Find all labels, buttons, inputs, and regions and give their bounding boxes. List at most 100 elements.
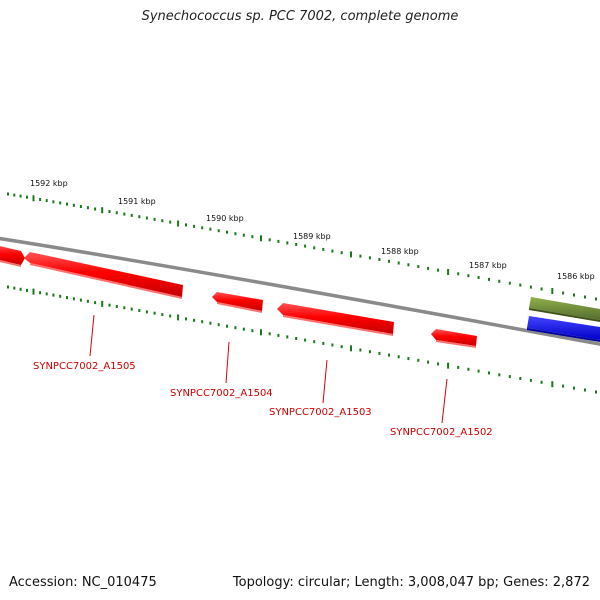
outer-minor-tick [59,201,62,205]
inner-minor-tick [115,305,118,308]
inner-major-tick [101,300,104,307]
leader-line-a1505 [89,314,95,357]
outer-minor-tick [378,258,381,261]
inner-minor-tick [417,358,420,362]
outer-minor-tick [573,293,575,297]
outer-minor-tick [13,193,16,197]
inner-minor-tick [39,291,42,295]
gene-arrow-left-fragment[interactable] [0,245,25,267]
outer-minor-tick [488,277,490,281]
scale-label-1587kbp: 1587 kbp [469,261,507,270]
outer-minor-tick [94,207,97,211]
inner-minor-tick [268,332,271,336]
inner-minor-tick [313,340,316,344]
inner-minor-tick [123,306,126,310]
inner-minor-tick [7,285,9,289]
inner-minor-tick [508,375,511,379]
inner-minor-tick [467,367,470,371]
inner-minor-tick [584,388,586,392]
inner-minor-tick [251,329,254,333]
outer-minor-tick [86,206,89,210]
outer-minor-tick [331,249,334,253]
inner-major-tick [551,381,554,388]
outer-scale-ticks [7,192,597,301]
outer-minor-tick [52,200,55,204]
inner-minor-tick [72,297,75,301]
gene-arrow-a1502[interactable] [431,329,477,348]
scale-label-1588kbp: 1588 kbp [381,247,419,256]
inner-minor-tick [529,378,532,382]
outer-minor-tick [185,223,187,227]
inner-minor-tick [234,326,237,330]
inner-minor-tick [130,307,133,311]
outer-minor-tick [242,233,245,237]
outer-minor-tick [508,281,511,285]
outer-minor-tick [313,246,316,250]
outer-minor-tick [359,254,362,258]
outer-major-tick [447,269,450,275]
outer-minor-tick [7,192,9,196]
blue-feature[interactable] [527,316,600,342]
inner-minor-tick [573,386,575,390]
outer-major-tick [32,195,35,202]
inner-minor-tick [407,357,410,361]
outer-minor-tick [138,215,141,219]
genome-backbone [0,236,600,346]
outer-minor-tick [427,266,430,270]
green-feature[interactable] [529,297,600,322]
outer-minor-tick [295,243,298,246]
outer-minor-tick [39,198,42,201]
inner-minor-tick [13,286,16,290]
inner-major-tick [447,362,450,369]
outer-minor-tick [322,247,325,251]
inner-minor-tick [169,314,172,318]
outer-minor-tick [467,274,470,278]
gene-label-a1504[interactable]: SYNPCC7002_A1504 [170,388,273,399]
outer-minor-tick [161,219,164,223]
inner-minor-tick [19,287,22,291]
outer-minor-tick [217,229,220,233]
inner-minor-tick [242,327,245,331]
topology-text: Topology: circular; Length: 3,008,047 bp… [232,575,590,590]
gene-arrow-a1503[interactable] [277,303,394,336]
outer-minor-tick [169,220,172,224]
inner-minor-tick [340,345,343,349]
scale-label-1590kbp: 1590 kbp [206,214,244,223]
outer-minor-tick [79,205,82,208]
outer-minor-tick [226,230,228,234]
inner-minor-tick [59,294,62,298]
outer-minor-tick [457,272,460,276]
gene-arrow-a1505[interactable] [24,252,183,299]
scale-label-1589kbp: 1589 kbp [293,232,331,241]
inner-minor-tick [277,333,280,337]
inner-scale-ticks [7,285,597,394]
outer-minor-tick [368,256,371,260]
outer-minor-tick [201,226,204,230]
inner-minor-tick [217,323,220,327]
outer-major-tick [260,235,262,242]
outer-minor-tick [251,235,254,239]
gene-label-a1502[interactable]: SYNPCC7002_A1502 [390,427,493,438]
outer-minor-tick [304,244,307,248]
inner-minor-tick [477,369,480,373]
outer-minor-tick [388,259,390,263]
outer-major-tick [350,251,352,258]
outer-minor-tick [193,224,196,228]
outer-minor-tick [153,217,156,221]
inner-minor-tick [595,390,597,394]
outer-minor-tick [540,287,543,291]
inner-minor-tick [52,293,55,297]
outer-minor-tick [286,241,289,245]
gene-label-a1503[interactable]: SYNPCC7002_A1503 [269,407,372,418]
outer-major-tick [177,220,180,227]
inner-major-tick [350,345,352,352]
outer-minor-tick [209,227,212,231]
gene-arrow-a1504[interactable] [212,292,263,313]
inner-minor-tick [226,324,228,328]
outer-minor-tick [115,211,118,215]
gene-label-a1505[interactable]: SYNPCC7002_A1505 [33,361,136,372]
inner-minor-tick [540,380,543,384]
inner-minor-tick [457,365,460,369]
